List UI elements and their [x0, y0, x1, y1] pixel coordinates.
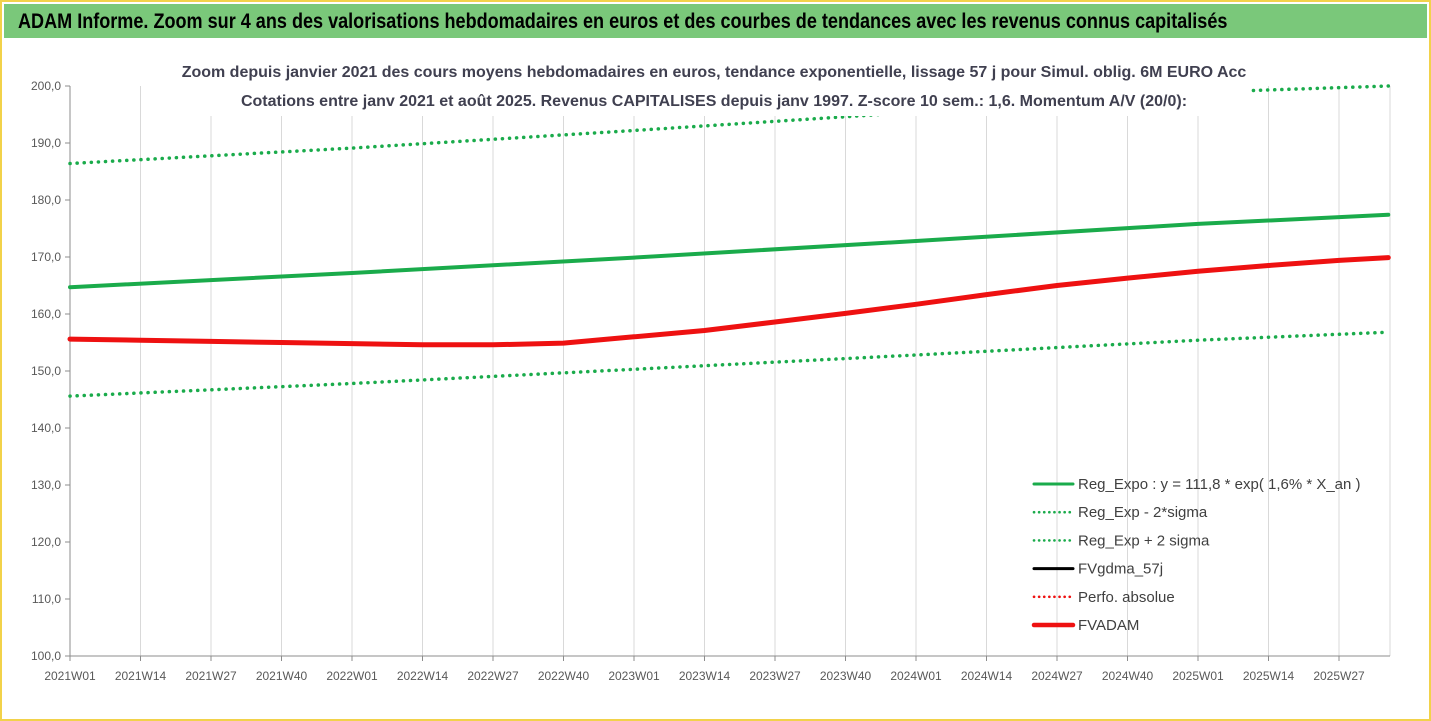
page-title: ADAM Informe. Zoom sur 4 ans des valoris…	[18, 10, 1228, 33]
plot-area	[67, 84, 1391, 398]
y-tick-label: 100,0	[31, 649, 61, 663]
x-tick-label: 2022W01	[326, 669, 378, 683]
x-tick-label: 2024W01	[890, 669, 942, 683]
series-line-5	[67, 255, 1391, 348]
legend-label-5: FVADAM	[1078, 617, 1139, 634]
x-tick-label: 2022W40	[538, 669, 590, 683]
x-axis: 2021W01 2021W14 2021W27 2021W40 2022W01 2022W…	[44, 655, 1390, 683]
y-tick-label: 150,0	[31, 364, 61, 378]
x-tick-label: 2023W14	[679, 669, 731, 683]
legend-label-1: Reg_Exp - 2*sigma	[1078, 504, 1208, 521]
chart-title-line-1: Zoom depuis janvier 2021 des cours moyen…	[182, 64, 1247, 81]
x-tick-label: 2022W14	[397, 669, 449, 683]
title-banner: ADAM Informe. Zoom sur 4 ans des valoris…	[4, 4, 1427, 38]
title-background	[180, 54, 1250, 116]
x-tick-label: 2022W27	[467, 669, 519, 683]
series-line-0	[68, 212, 1391, 290]
chart-titles: Zoom depuis janvier 2021 des cours moyen…	[180, 54, 1250, 116]
x-tick-label: 2024W40	[1102, 669, 1154, 683]
y-tick-label: 130,0	[31, 478, 61, 492]
y-tick-label: 110,0	[32, 592, 61, 606]
x-tick-label: 2024W27	[1031, 669, 1083, 683]
y-tick-label: 180,0	[31, 193, 61, 207]
x-tick-label: 2025W01	[1172, 669, 1224, 683]
y-tick-label: 200,0	[31, 79, 61, 93]
x-tick-label: 2023W01	[608, 669, 660, 683]
y-tick-label: 160,0	[31, 307, 61, 321]
y-tick-label: 190,0	[31, 136, 61, 150]
x-tick-label: 2021W27	[185, 669, 237, 683]
x-tick-label: 2025W14	[1243, 669, 1295, 683]
chart-legend: Reg_Expo : y = 111,8 * exp( 1,6% * X_an …	[1031, 476, 1361, 634]
legend-label-3: FVgdma_57j	[1078, 561, 1163, 578]
series-line-1	[68, 330, 1391, 398]
x-tick-label: 2023W27	[749, 669, 801, 683]
x-tick-label: 2023W40	[820, 669, 872, 683]
x-tick-label: 2025W27	[1313, 669, 1365, 683]
x-tick-label: 2021W14	[115, 669, 167, 683]
legend-label-0: Reg_Expo : y = 111,8 * exp( 1,6% * X_an …	[1078, 476, 1361, 493]
chart-grid	[69, 86, 1391, 656]
chart-title-line-2: Cotations entre janv 2021 et août 2025. …	[241, 93, 1187, 110]
y-axis: 100,0 110,0 120,0 130,0 140,0 150,0 160,0 170,0…	[31, 79, 71, 663]
y-tick-label: 170,0	[31, 250, 61, 264]
legend-label-2: Reg_Exp + 2 sigma	[1078, 532, 1210, 549]
y-tick-label: 140,0	[31, 421, 61, 435]
y-tick-label: 120,0	[31, 535, 61, 549]
series-line-2	[68, 84, 1391, 166]
x-tick-label: 2021W01	[44, 669, 96, 683]
x-tick-label: 2024W14	[961, 669, 1013, 683]
legend-label-4: Perfo. absolue	[1078, 589, 1175, 606]
x-tick-label: 2021W40	[256, 669, 308, 683]
